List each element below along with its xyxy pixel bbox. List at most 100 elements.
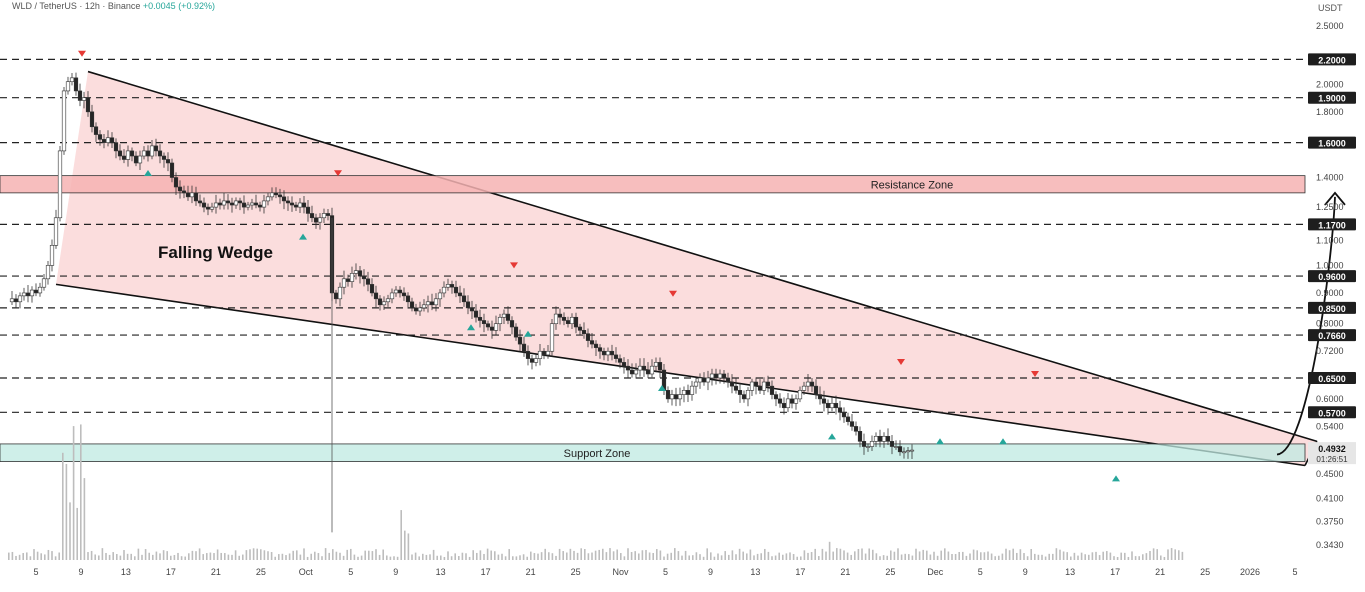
volume-bar (407, 533, 410, 560)
volume-bar (648, 552, 651, 560)
volume-bar (479, 550, 482, 560)
candle-body (113, 142, 119, 152)
volume-bar (760, 553, 762, 560)
volume-bar (108, 554, 111, 560)
volume-bar (346, 549, 348, 560)
candle-body (545, 350, 551, 356)
volume-bar (897, 548, 899, 560)
volume-bar (252, 548, 255, 560)
volume-bar (224, 553, 226, 560)
volume-bar (260, 549, 262, 560)
candle-body (189, 192, 195, 198)
candle-body (849, 421, 855, 427)
candle-body (45, 265, 51, 280)
volume-bar (238, 555, 240, 560)
candle-body (221, 200, 227, 206)
volume-bar (1178, 550, 1180, 560)
candle-body (413, 307, 419, 312)
candle-body (369, 284, 375, 294)
candle-body (745, 390, 751, 400)
zone-label: Resistance Zone (871, 179, 954, 191)
volume-bar (144, 549, 147, 560)
volume-bar (1062, 551, 1065, 560)
candle-body (857, 431, 863, 442)
time-tick-label: 5 (1292, 567, 1297, 577)
volume-bar (587, 553, 590, 560)
candle-body (901, 451, 907, 454)
time-tick-label: 9 (1023, 567, 1028, 577)
volume-bar (58, 552, 60, 560)
volume-bar (533, 553, 536, 560)
candle-body (737, 390, 743, 395)
volume-bar (695, 552, 698, 560)
time-tick-label: 5 (348, 567, 353, 577)
volume-bar (170, 555, 172, 560)
candle-body (13, 298, 19, 303)
volume-bar (105, 552, 107, 560)
candle-body (25, 292, 31, 297)
candle-body (205, 206, 211, 210)
candle-body (453, 286, 459, 294)
candle-body (409, 301, 415, 309)
volume-bar (281, 553, 284, 560)
volume-bar (976, 550, 978, 560)
candle-body (237, 200, 243, 204)
time-tick-label: 25 (885, 567, 895, 577)
volume-bar (332, 549, 334, 560)
volume-bar (1170, 548, 1173, 560)
time-tick-label: 13 (750, 567, 760, 577)
candle-body (465, 301, 471, 309)
candle-body (789, 398, 795, 404)
level-price-label: 0.9600 (1318, 272, 1346, 282)
time-tick-label: 5 (33, 567, 38, 577)
volume-bar (807, 552, 809, 560)
volume-bar (447, 551, 449, 560)
candle-body (517, 336, 523, 345)
volume-bar (350, 548, 352, 560)
candle-body (101, 139, 107, 143)
time-tick-label: 13 (121, 567, 131, 577)
level-price-tag (1308, 329, 1356, 342)
candle-body (449, 284, 455, 288)
candle-body (573, 316, 579, 328)
volume-bar (436, 555, 438, 560)
volume-bar (566, 552, 568, 560)
volume-bar (368, 550, 370, 560)
volume-bar (389, 556, 392, 560)
candle-body (701, 377, 707, 383)
candle-body (729, 381, 735, 387)
level-price-tag (1308, 53, 1356, 66)
volume-bar (882, 555, 885, 560)
candle-body (525, 350, 531, 359)
candle-body (149, 145, 155, 157)
volume-bar (630, 552, 633, 560)
candle-body (429, 301, 435, 306)
candle-body (501, 313, 507, 318)
candle-body (85, 97, 91, 113)
candle-body (765, 381, 771, 387)
volume-bar (551, 553, 554, 560)
candle-body (625, 365, 631, 371)
candle-body (17, 295, 23, 303)
candle-body (177, 186, 183, 192)
zone-band (0, 443, 1306, 462)
candle-body (421, 304, 427, 309)
candle-body (81, 97, 87, 101)
volume-bar (702, 556, 705, 560)
candle-body (673, 394, 679, 400)
candle-body (261, 200, 267, 208)
volume-bar (688, 555, 690, 560)
volume-bar (742, 551, 744, 560)
swing-low-marker (828, 433, 836, 440)
candle-body (869, 441, 875, 447)
candle-body (645, 369, 651, 375)
candle-body (49, 245, 55, 266)
candle-body (293, 204, 299, 208)
candle-body (741, 394, 747, 400)
price-tick-label: 0.3430 (1316, 540, 1344, 550)
volume-bar (904, 553, 906, 560)
candle-body (145, 150, 151, 157)
volume-bar (594, 550, 597, 560)
candle-body (129, 150, 135, 157)
